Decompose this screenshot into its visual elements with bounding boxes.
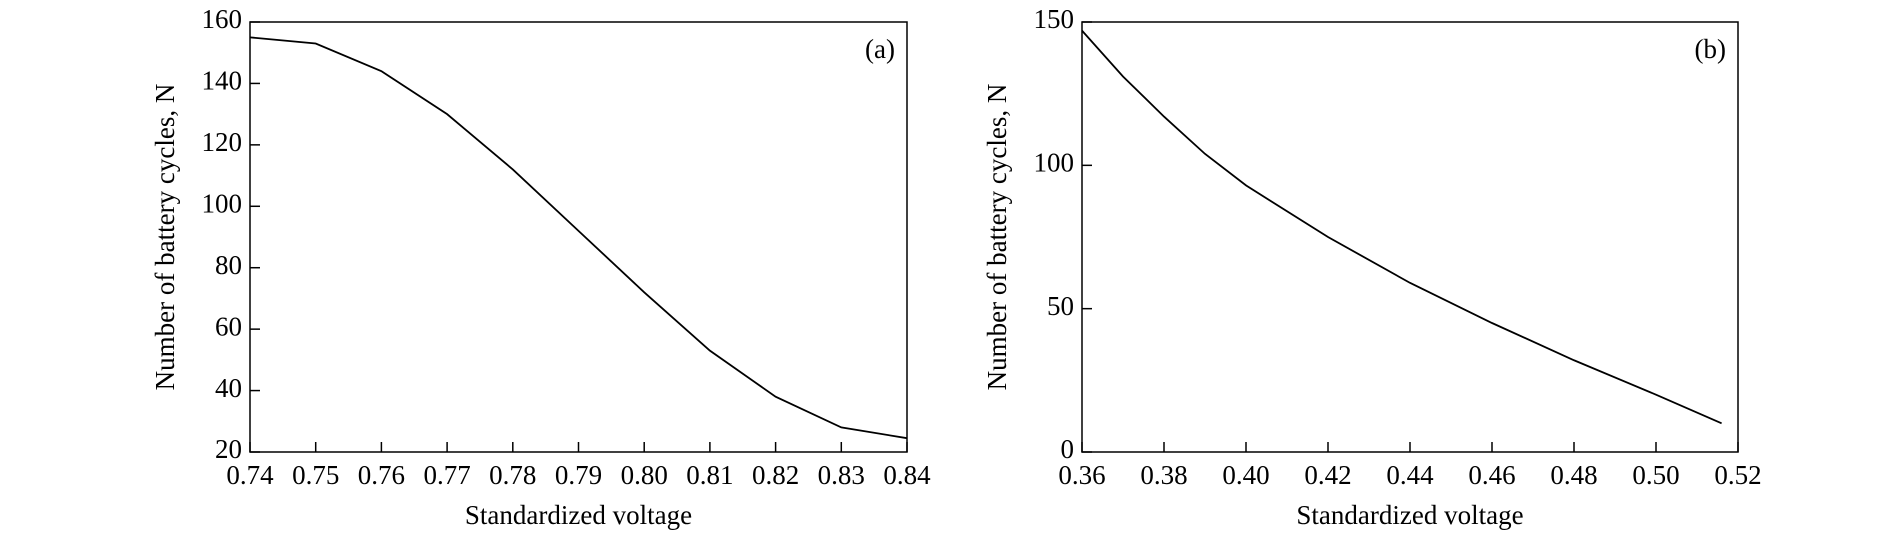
- x-tick-label: 0.81: [686, 460, 733, 490]
- x-tick-label: 0.75: [292, 460, 339, 490]
- x-tick-label: 0.50: [1632, 460, 1679, 490]
- data-line: [249, 36, 908, 440]
- x-tick-label: 0.78: [489, 460, 536, 490]
- y-tick-label: 0: [1061, 434, 1075, 464]
- x-tick-label: 0.77: [423, 460, 470, 490]
- x-tick-label: 0.83: [818, 460, 865, 490]
- y-tick-label: 160: [202, 4, 243, 34]
- x-tick-label: 0.82: [752, 460, 799, 490]
- y-tick-label: 40: [215, 373, 242, 403]
- y-tick-label: 20: [215, 434, 242, 464]
- y-tick-label: 60: [215, 311, 242, 341]
- y-tick-label: 80: [215, 250, 242, 280]
- plot-frame: [249, 21, 908, 453]
- x-tick-label: 0.42: [1304, 460, 1351, 490]
- y-tick-label: 150: [1034, 4, 1075, 34]
- y-tick-label: 100: [1034, 148, 1075, 178]
- x-tick-label: 0.80: [621, 460, 668, 490]
- data-line: [1081, 30, 1722, 425]
- y-tick-label: 100: [202, 188, 243, 218]
- y-tick-label: 50: [1047, 291, 1074, 321]
- x-tick-label: 0.46: [1468, 460, 1515, 490]
- y-tick-label: 140: [202, 66, 243, 96]
- panel-label: (b): [1695, 34, 1726, 64]
- y-tick-label: 120: [202, 127, 243, 157]
- x-tick-label: 0.36: [1058, 460, 1105, 490]
- x-axis-label: Standardized voltage: [465, 500, 692, 530]
- x-tick-label: 0.40: [1222, 460, 1269, 490]
- x-tick-label: 0.52: [1714, 460, 1761, 490]
- y-axis-label: Number of battery cycles, N: [982, 84, 1012, 391]
- x-tick-label: 0.48: [1550, 460, 1597, 490]
- x-tick-label: 0.38: [1140, 460, 1187, 490]
- x-tick-label: 0.44: [1386, 460, 1434, 490]
- panel-label: (a): [865, 34, 895, 64]
- y-axis-label: Number of battery cycles, N: [150, 84, 180, 391]
- x-tick-label: 0.84: [883, 460, 931, 490]
- x-tick-label: 0.76: [358, 460, 405, 490]
- x-tick-label: 0.79: [555, 460, 602, 490]
- x-axis-label: Standardized voltage: [1296, 500, 1523, 530]
- x-tick-label: 0.74: [226, 460, 274, 490]
